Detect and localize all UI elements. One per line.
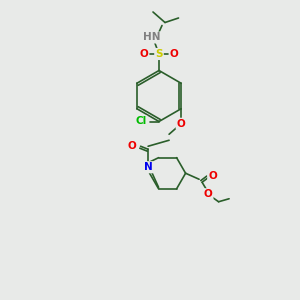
Text: O: O (208, 171, 217, 181)
Text: O: O (177, 119, 185, 129)
Text: HN: HN (143, 32, 160, 43)
Text: Cl: Cl (135, 116, 147, 127)
Text: O: O (140, 49, 148, 59)
Text: S: S (155, 49, 163, 59)
Text: O: O (169, 49, 178, 59)
Text: O: O (127, 141, 136, 151)
Text: O: O (204, 189, 212, 199)
Text: N: N (144, 162, 152, 172)
